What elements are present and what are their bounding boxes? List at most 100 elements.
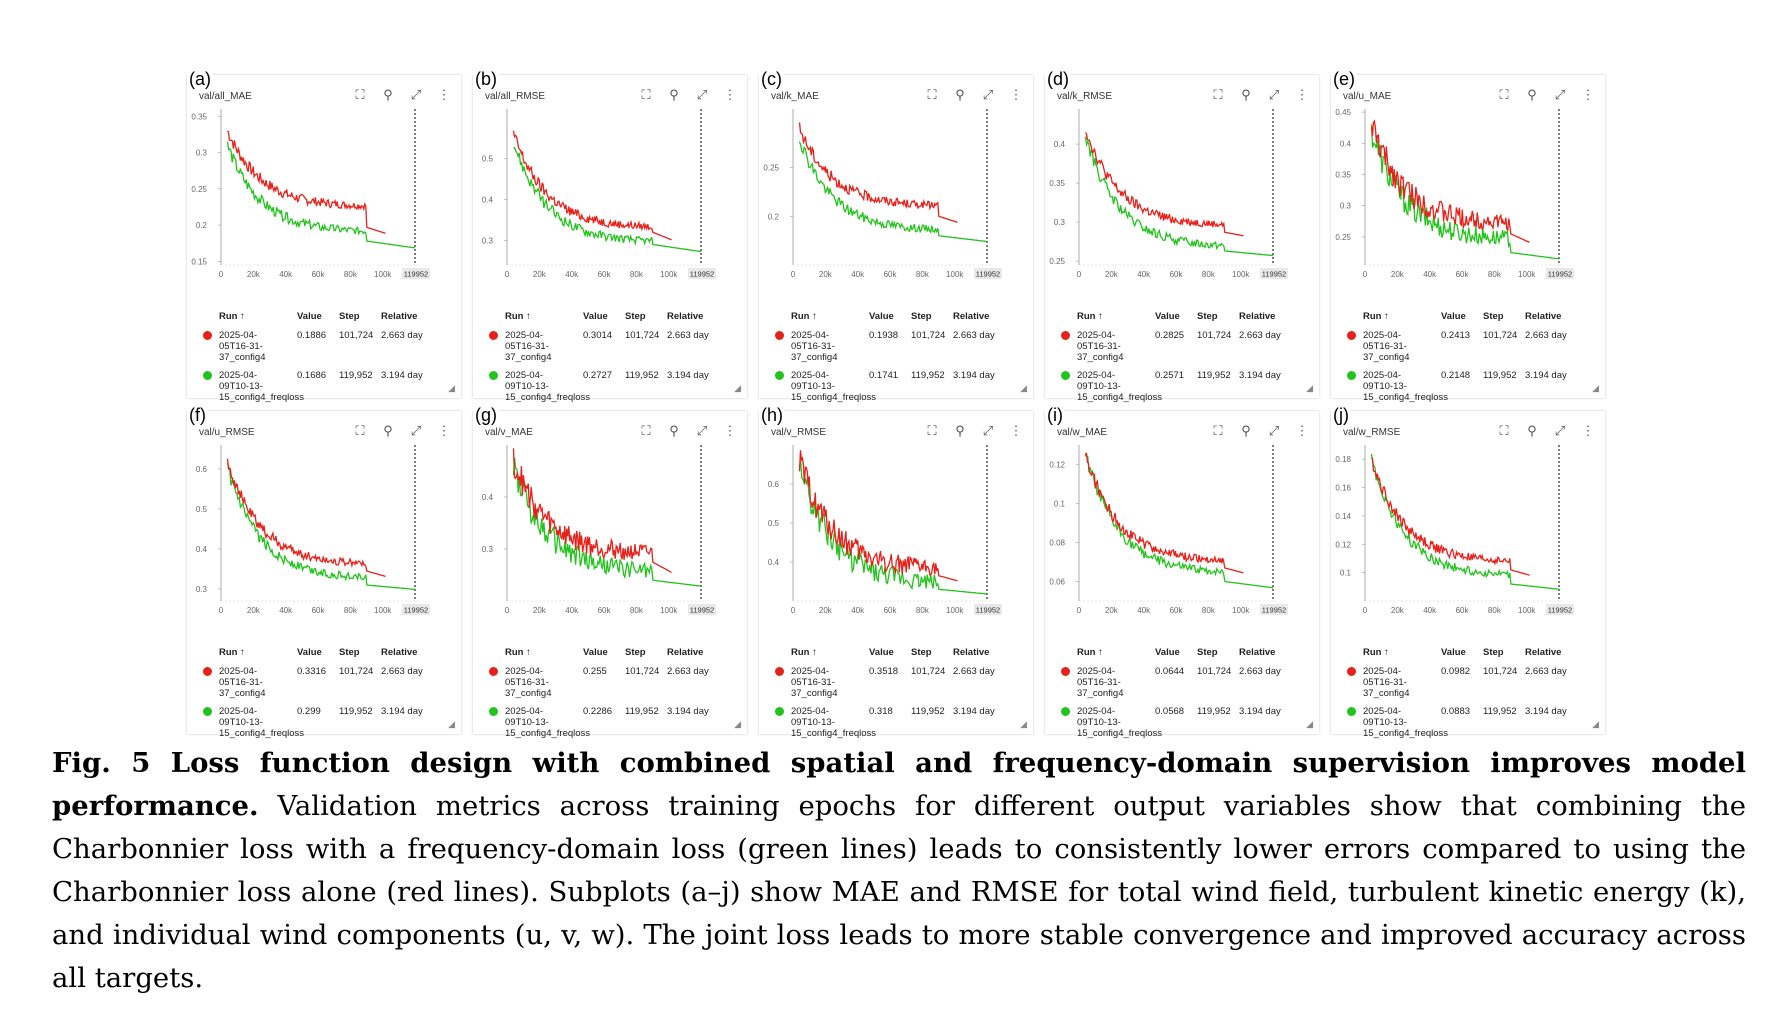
- line-chart: 0.18 0.16 0.14 0.12 0.1 0 20k 40k 60k 80k 100k 1199…: [1335, 445, 1574, 615]
- resize-handle-icon[interactable]: ◢: [734, 719, 741, 729]
- fit-domain-icon[interactable]: ⛶: [1499, 87, 1509, 102]
- pin-icon[interactable]: ⚲: [955, 423, 965, 438]
- table-row[interactable]: 2025-04- 09T10-13-15_config4_freqloss 0.0…: [1059, 706, 1311, 739]
- step-marker-box: [974, 268, 1002, 279]
- run-step: 101,724: [339, 666, 374, 677]
- table-row[interactable]: 2025-04- 09T10-13-15_config4_freqloss 0.2…: [1345, 370, 1597, 403]
- fullscreen-icon[interactable]: ⤢: [696, 423, 708, 438]
- table-row[interactable]: 2025-04- 05T16-31-37_config4 0.3316 101,7…: [201, 666, 453, 699]
- fullscreen-icon[interactable]: ⤢: [1554, 423, 1566, 438]
- series-color-dot: [1347, 331, 1356, 340]
- run-step: 119,952: [1483, 706, 1517, 717]
- table-row[interactable]: 2025-04- 09T10-13-15_config4_freqloss 0.2…: [487, 706, 739, 739]
- table-row[interactable]: 2025-04- 09T10-13-15_config4_freqloss 0.2…: [201, 706, 453, 739]
- fit-domain-icon[interactable]: ⛶: [1213, 87, 1223, 102]
- header-run[interactable]: Run ↑: [219, 311, 245, 322]
- table-row[interactable]: 2025-04- 09T10-13-15_config4_freqloss 0.0…: [1345, 706, 1597, 739]
- pin-icon[interactable]: ⚲: [383, 87, 393, 102]
- fit-domain-icon[interactable]: ⛶: [355, 423, 365, 438]
- resize-handle-icon[interactable]: ◢: [448, 719, 455, 729]
- table-row[interactable]: 2025-04- 05T16-31-37_config4 0.0644 101,7…: [1059, 666, 1311, 699]
- header-relative: Relative: [953, 647, 990, 658]
- header-run[interactable]: Run ↑: [505, 311, 531, 322]
- fullscreen-icon[interactable]: ⤢: [410, 87, 422, 102]
- header-run[interactable]: Run ↑: [219, 647, 245, 658]
- more-vert-icon[interactable]: ⋮: [437, 87, 451, 102]
- series-color-dot: [1347, 371, 1356, 380]
- x-tick-label: 20k: [533, 606, 547, 615]
- more-vert-icon[interactable]: ⋮: [1009, 87, 1023, 102]
- fit-domain-icon[interactable]: ⛶: [1213, 423, 1223, 438]
- chart-toolbar: ⛶ ⚲ ⤢ ⋮: [1497, 87, 1595, 103]
- pin-icon[interactable]: ⚲: [955, 87, 965, 102]
- more-vert-icon[interactable]: ⋮: [437, 423, 451, 438]
- run-value: 0.0644: [1155, 666, 1185, 677]
- pin-icon[interactable]: ⚲: [1527, 423, 1537, 438]
- header-relative: Relative: [1239, 311, 1276, 322]
- fit-domain-icon[interactable]: ⛶: [1499, 423, 1509, 438]
- table-row[interactable]: 2025-04- 09T10-13-15_config4_freqloss 0.1…: [201, 370, 453, 403]
- fit-domain-icon[interactable]: ⛶: [927, 87, 937, 102]
- header-run[interactable]: Run ↑: [1077, 647, 1103, 658]
- resize-handle-icon[interactable]: ◢: [448, 383, 455, 393]
- resize-handle-icon[interactable]: ◢: [1020, 383, 1027, 393]
- run-name: 2025-04- 05T16-31-37_config4: [487, 666, 583, 699]
- table-row[interactable]: 2025-04- 05T16-31-37_config4 0.0982 101,7…: [1345, 666, 1597, 699]
- table-row[interactable]: 2025-04- 09T10-13-15_config4_freqloss 0.1…: [773, 370, 1025, 403]
- header-run[interactable]: Run ↑: [791, 647, 817, 658]
- fullscreen-icon[interactable]: ⤢: [982, 87, 994, 102]
- more-vert-icon[interactable]: ⋮: [1581, 87, 1595, 102]
- table-row[interactable]: 2025-04- 05T16-31-37_config4 0.1938 101,7…: [773, 330, 1025, 363]
- header-run[interactable]: Run ↑: [1077, 311, 1103, 322]
- more-vert-icon[interactable]: ⋮: [1295, 423, 1309, 438]
- header-run[interactable]: Run ↑: [1363, 647, 1389, 658]
- more-vert-icon[interactable]: ⋮: [723, 423, 737, 438]
- more-vert-icon[interactable]: ⋮: [1009, 423, 1023, 438]
- table-row[interactable]: 2025-04- 05T16-31-37_config4 0.255 101,72…: [487, 666, 739, 699]
- fullscreen-icon[interactable]: ⤢: [696, 87, 708, 102]
- fullscreen-icon[interactable]: ⤢: [982, 423, 994, 438]
- pin-icon[interactable]: ⚲: [383, 423, 393, 438]
- line-chart: 0.25 0.2 0 20k 40k 60k 80k 100k 119952: [763, 109, 1002, 279]
- table-row[interactable]: 2025-04- 09T10-13-15_config4_freqloss 0.2…: [487, 370, 739, 403]
- fit-domain-icon[interactable]: ⛶: [355, 87, 365, 102]
- resize-handle-icon[interactable]: ◢: [1306, 719, 1313, 729]
- pin-icon[interactable]: ⚲: [1527, 87, 1537, 102]
- header-run[interactable]: Run ↑: [1363, 311, 1389, 322]
- fit-domain-icon[interactable]: ⛶: [927, 423, 937, 438]
- table-row[interactable]: 2025-04- 09T10-13-15_config4_freqloss 0.3…: [773, 706, 1025, 739]
- table-row[interactable]: 2025-04- 05T16-31-37_config4 0.3014 101,7…: [487, 330, 739, 363]
- table-row[interactable]: 2025-04- 05T16-31-37_config4 0.3518 101,7…: [773, 666, 1025, 699]
- run-table-header: Run ↑ Value Step Relative: [1345, 647, 1597, 658]
- pin-icon[interactable]: ⚲: [669, 423, 679, 438]
- x-tick-label: 20k: [1105, 270, 1119, 279]
- table-row[interactable]: 2025-04- 05T16-31-37_config4 0.2825 101,7…: [1059, 330, 1311, 363]
- run-value: 0.1938: [869, 330, 899, 341]
- resize-handle-icon[interactable]: ◢: [1306, 383, 1313, 393]
- header-run[interactable]: Run ↑: [791, 311, 817, 322]
- pin-icon[interactable]: ⚲: [669, 87, 679, 102]
- resize-handle-icon[interactable]: ◢: [1592, 719, 1599, 729]
- fullscreen-icon[interactable]: ⤢: [1268, 423, 1280, 438]
- resize-handle-icon[interactable]: ◢: [1020, 719, 1027, 729]
- run-name: 2025-04- 09T10-13-15_config4_freqloss: [201, 370, 304, 403]
- pin-icon[interactable]: ⚲: [1241, 87, 1251, 102]
- more-vert-icon[interactable]: ⋮: [1295, 87, 1309, 102]
- fit-domain-icon[interactable]: ⛶: [641, 87, 651, 102]
- more-vert-icon[interactable]: ⋮: [1581, 423, 1595, 438]
- fit-domain-icon[interactable]: ⛶: [641, 423, 651, 438]
- table-row[interactable]: 2025-04- 09T10-13-15_config4_freqloss 0.2…: [1059, 370, 1311, 403]
- pin-icon[interactable]: ⚲: [1241, 423, 1251, 438]
- fullscreen-icon[interactable]: ⤢: [1268, 87, 1280, 102]
- resize-handle-icon[interactable]: ◢: [734, 383, 741, 393]
- table-row[interactable]: 2025-04- 05T16-31-37_config4 0.2413 101,7…: [1345, 330, 1597, 363]
- fullscreen-icon[interactable]: ⤢: [1554, 87, 1566, 102]
- run-name: 2025-04- 09T10-13-15_config4_freqloss: [1059, 706, 1162, 739]
- y-tick-label: 0.12: [1335, 540, 1351, 549]
- fullscreen-icon[interactable]: ⤢: [410, 423, 422, 438]
- table-row[interactable]: 2025-04- 05T16-31-37_config4 0.1886 101,7…: [201, 330, 453, 363]
- header-run[interactable]: Run ↑: [505, 647, 531, 658]
- resize-handle-icon[interactable]: ◢: [1592, 383, 1599, 393]
- panel-label: (f): [187, 405, 208, 426]
- more-vert-icon[interactable]: ⋮: [723, 87, 737, 102]
